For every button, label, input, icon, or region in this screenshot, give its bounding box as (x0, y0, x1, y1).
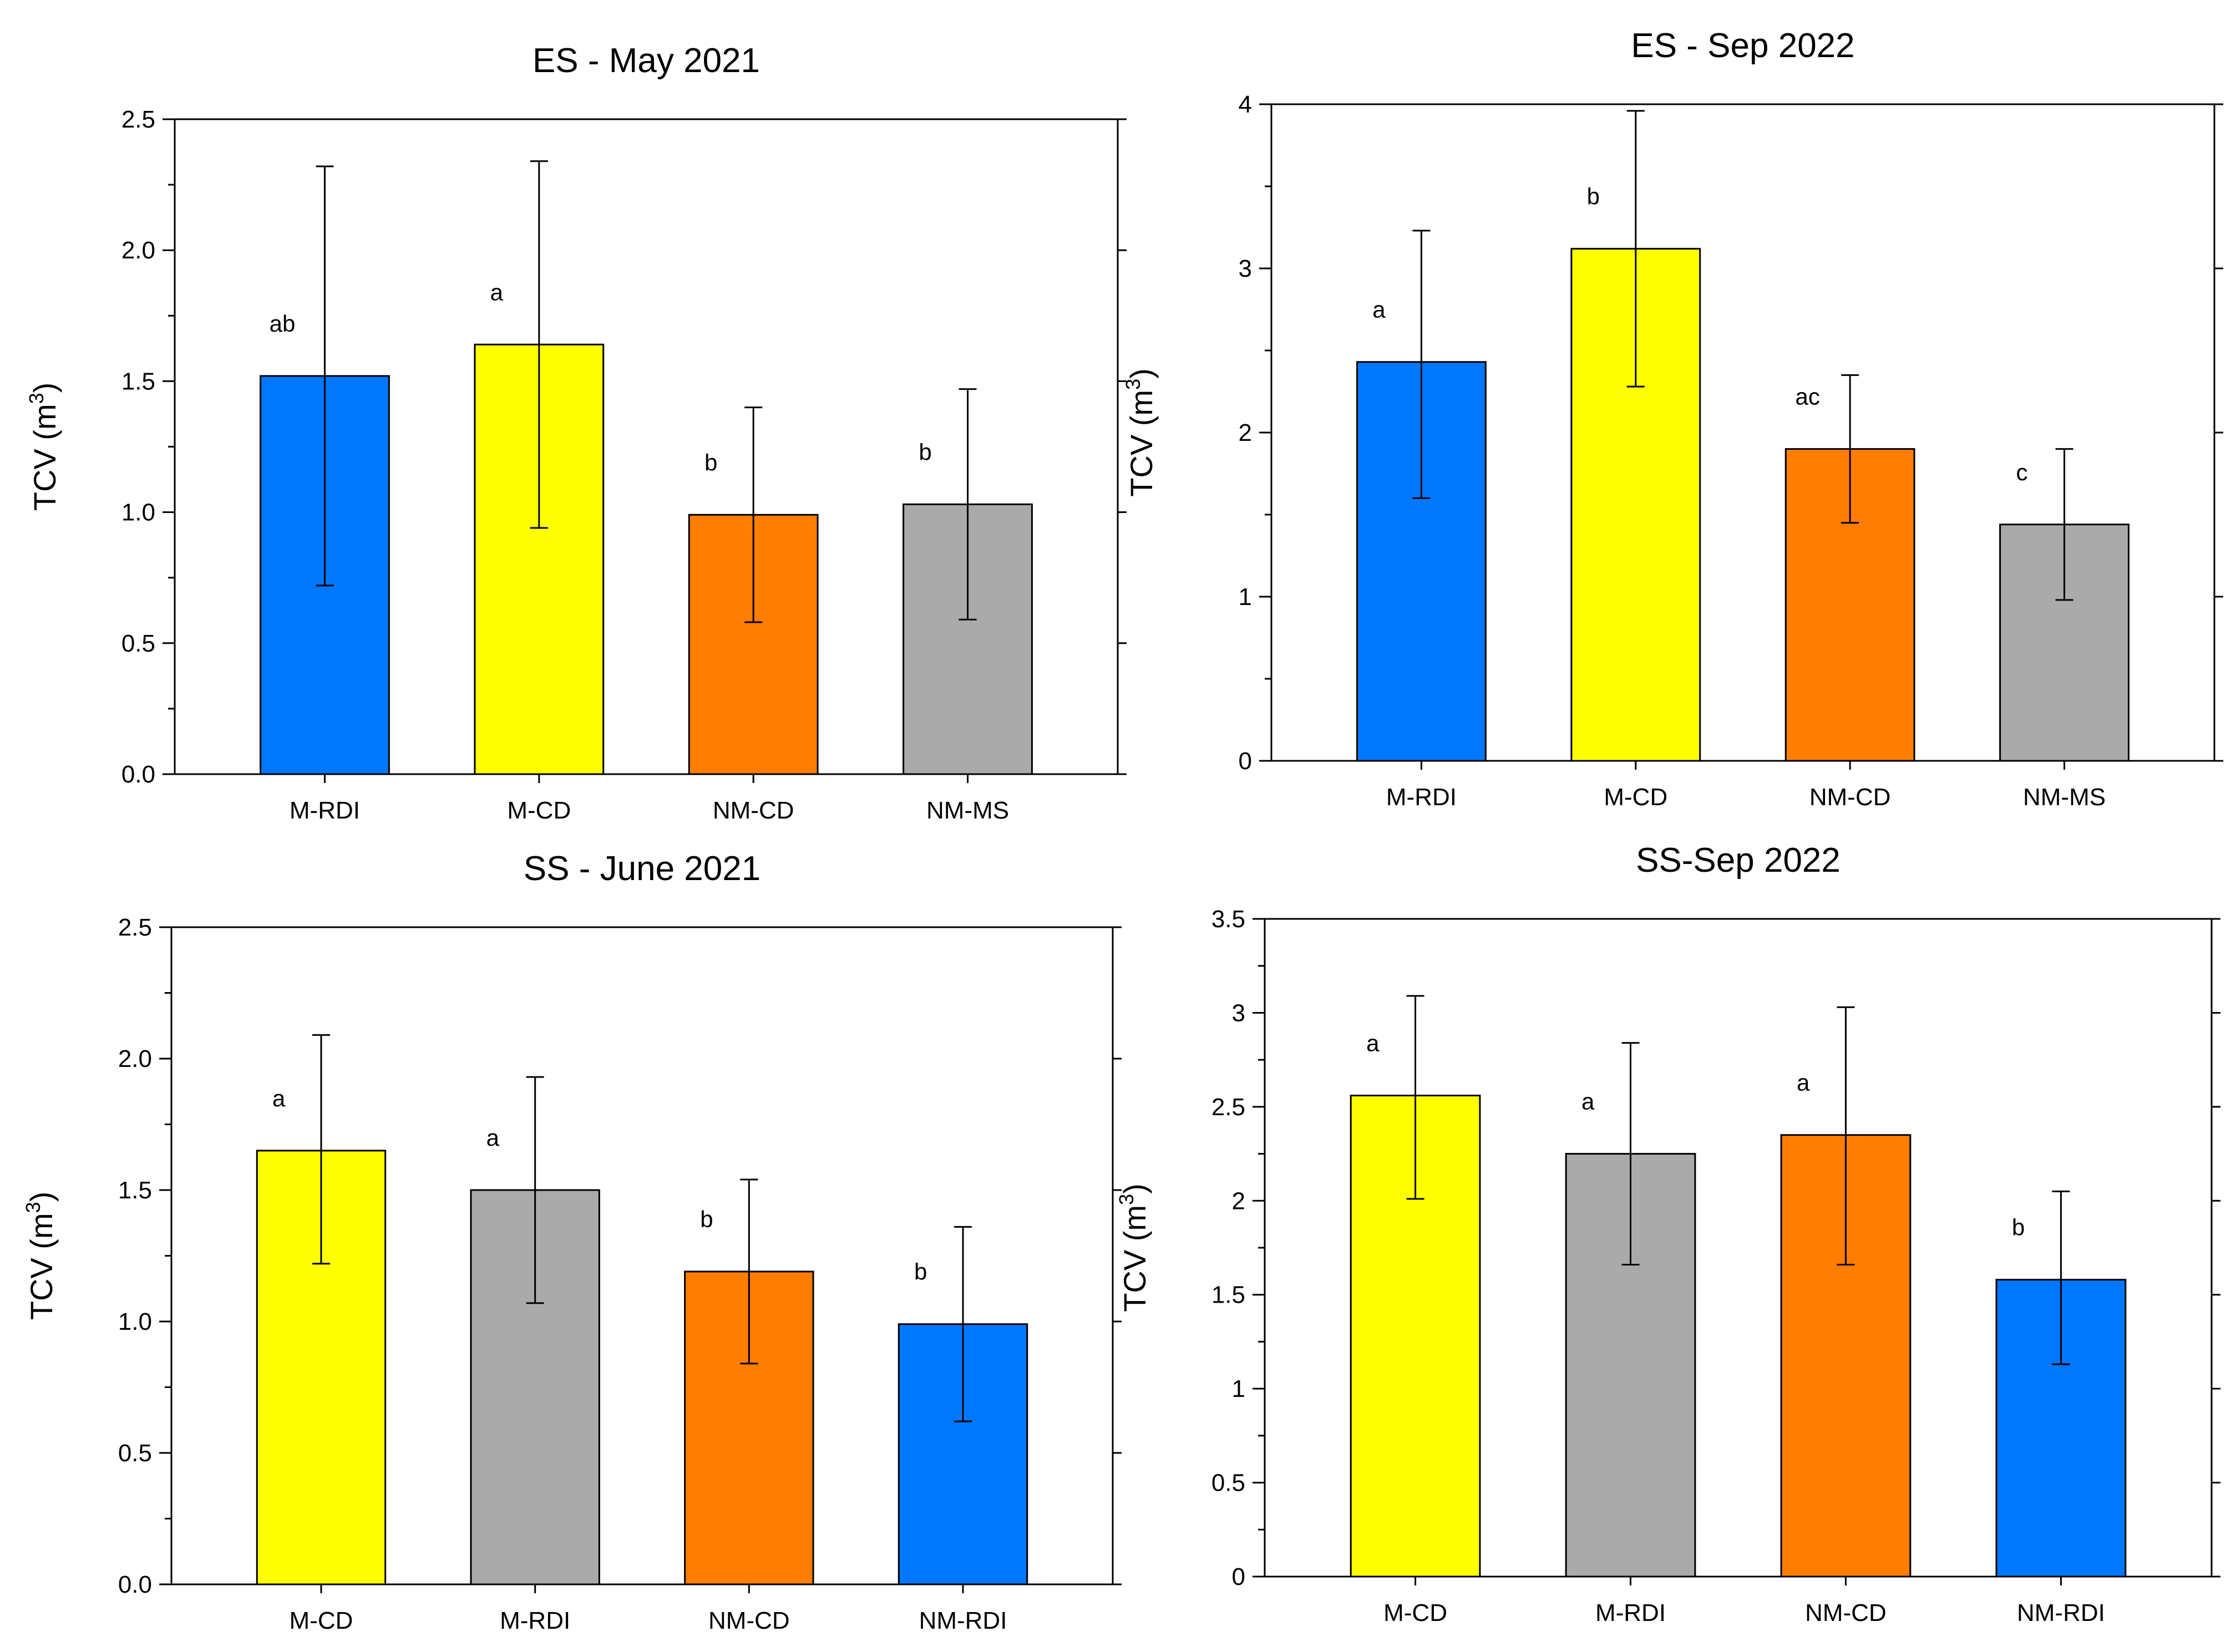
significance-label: b (914, 1259, 927, 1285)
y-tick-label: 2.0 (121, 237, 155, 264)
x-tick-label: M-CD (507, 797, 571, 824)
y-tick-label: 0.5 (121, 630, 155, 657)
y-axis-label: TCV (m3) (1115, 1183, 1152, 1312)
chart-panel-3: SS - June 2021 TCV (m3) a M-CD a M-RDI b NM-CD b… (22, 850, 1122, 1634)
x-tick-label: NM-MS (926, 797, 1009, 824)
significance-label: a (1797, 1070, 1810, 1096)
y-tick-label: 1.5 (1211, 1282, 1245, 1309)
y-tick-label: 3.5 (1211, 906, 1245, 933)
x-tick-label: M-RDI (290, 797, 360, 824)
plot-frame (170, 926, 1114, 1585)
x-tick-label: M-CD (1604, 784, 1667, 811)
significance-label: ab (270, 311, 296, 337)
x-tick-label: M-CD (1383, 1599, 1447, 1626)
x-tick-label: NM-RDI (919, 1607, 1007, 1634)
y-tick-label: 1.0 (121, 499, 155, 526)
y-axis-label: TCV (m3) (25, 383, 62, 511)
chart-panel-2: ES - Sep 2022 TCV (m3) a M-RDI b M-CD ac NM-CD c… (1122, 27, 2223, 811)
significance-label: ac (1796, 384, 1820, 410)
x-tick-label: NM-RDI (2017, 1599, 2105, 1626)
y-tick-label: 0 (1232, 1563, 1245, 1590)
y-tick-label: 0 (1239, 748, 1252, 775)
y-tick-label: 3 (1232, 999, 1245, 1026)
significance-label: b (2012, 1214, 2025, 1241)
significance-label: b (700, 1206, 713, 1232)
x-tick-label: NM-CD (713, 797, 794, 824)
y-tick-label: 2.0 (118, 1045, 152, 1072)
chart-title: ES - May 2021 (533, 42, 760, 80)
x-tick-label: NM-CD (708, 1607, 790, 1634)
significance-label: b (704, 449, 717, 475)
significance-label: a (486, 1125, 500, 1151)
x-tick-label: NM-MS (2023, 784, 2106, 811)
x-tick-label: M-RDI (1386, 784, 1457, 811)
chart-panel-1: ES - May 2021 TCV (m3) ab M-RDI a M-CD b NM-CD b… (25, 42, 1127, 824)
significance-label: a (1372, 297, 1386, 323)
significance-label: a (490, 279, 504, 305)
chart-panel-4: SS-Sep 2022 TCV (m3) a M-CD a M-RDI a NM-CD b NM-… (1115, 841, 2220, 1626)
y-tick-label: 1.5 (118, 1177, 152, 1204)
y-axis-label: TCV (m3) (1122, 368, 1159, 497)
chart-title: ES - Sep 2022 (1631, 27, 1854, 65)
chart-title: SS - June 2021 (524, 850, 760, 888)
significance-label: c (2016, 459, 2028, 485)
y-tick-label: 2 (1232, 1187, 1245, 1214)
significance-label: b (919, 439, 931, 465)
y-tick-label: 2 (1239, 419, 1252, 446)
y-tick-label: 0.5 (118, 1440, 152, 1467)
y-tick-label: 4 (1239, 91, 1252, 118)
plot-frame (1264, 918, 2213, 1578)
significance-label: a (1581, 1089, 1595, 1115)
x-tick-label: M-RDI (500, 1607, 570, 1634)
y-axis-label: TCV (m3) (22, 1192, 59, 1320)
x-tick-label: M-CD (290, 1607, 353, 1634)
y-tick-label: 3 (1239, 255, 1252, 282)
y-tick-label: 0.0 (118, 1571, 152, 1598)
x-tick-label: M-RDI (1595, 1599, 1666, 1626)
y-tick-label: 2.5 (1211, 1094, 1245, 1121)
significance-label: a (1366, 1030, 1380, 1056)
plot-frame (174, 118, 1119, 775)
y-tick-label: 0.5 (1211, 1470, 1245, 1497)
y-tick-label: 0.0 (121, 761, 155, 788)
y-tick-label: 1.5 (121, 368, 155, 395)
x-tick-label: NM-CD (1805, 1599, 1887, 1626)
significance-label: a (272, 1085, 286, 1111)
significance-label: b (1587, 183, 1600, 209)
y-tick-label: 2.5 (121, 106, 155, 133)
chart-title: SS-Sep 2022 (1636, 841, 1840, 880)
plot-frame (1270, 103, 2215, 762)
y-tick-label: 1.0 (118, 1308, 152, 1335)
y-tick-label: 1 (1239, 583, 1252, 611)
y-tick-label: 1 (1232, 1375, 1245, 1402)
y-tick-label: 2.5 (118, 914, 152, 941)
x-tick-label: NM-CD (1809, 784, 1891, 811)
